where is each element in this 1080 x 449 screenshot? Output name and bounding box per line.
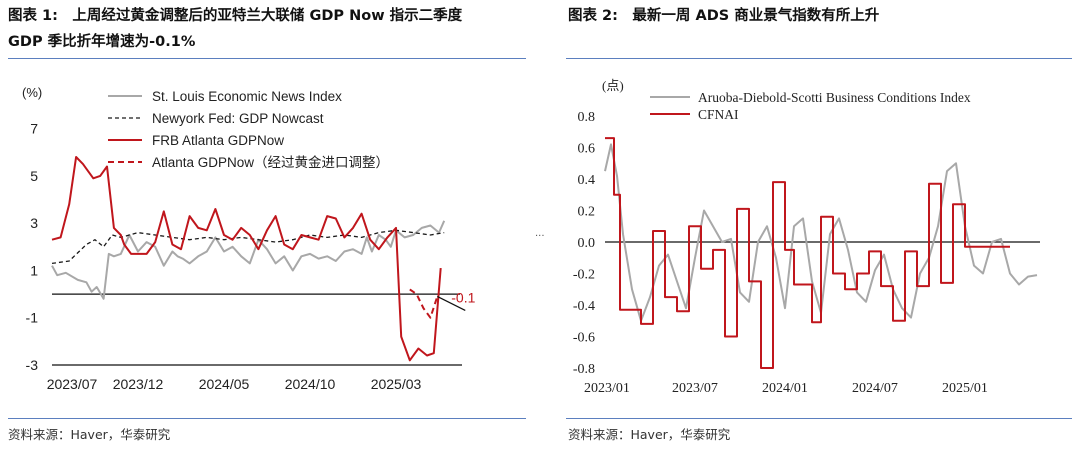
left-annotation-label: -0.1	[451, 289, 475, 305]
left-xtick-label-0: 2023/07	[47, 376, 98, 392]
right-title-rule	[566, 58, 1072, 59]
right-xtick-label-4: 2025/01	[942, 381, 988, 396]
separator-dots: ...	[535, 228, 545, 239]
left-chart: (%) 7 5 3 1 -1 -3 2023/07 2023/12 2024/05 2024/10 2…	[22, 85, 476, 392]
left-ytick-label-2: 3	[30, 215, 38, 231]
right-ytick-label-5: -0.2	[573, 268, 595, 283]
left-legend-label-2: FRB Atlanta GDPNow	[152, 133, 284, 148]
right-unit-label: (点)	[602, 78, 624, 93]
right-xtick-label-1: 2023/07	[672, 381, 718, 396]
left-annotation-pointer	[437, 295, 466, 311]
left-title-rule	[8, 58, 526, 59]
right-series-line-0	[604, 143, 1038, 322]
left-series-line-2	[51, 156, 442, 362]
left-series-line-1	[51, 229, 445, 265]
right-legend-label-1: CFNAI	[698, 107, 739, 122]
left-chart-title-line1: 图表 1: 上周经过黄金调整后的亚特兰大联储 GDP Now 指示二季度	[8, 8, 463, 24]
left-ytick-label-0: 7	[30, 121, 38, 137]
right-chart-title: 图表 2: 最新一周 ADS 商业景气指数有所上升	[568, 8, 880, 24]
left-source-rule	[8, 418, 526, 419]
right-ytick-label-4: 0.0	[578, 236, 596, 251]
right-ytick-label-0: 0.8	[578, 110, 596, 125]
left-series-line-3	[409, 288, 439, 319]
left-source: 资料来源：Haver，华泰研究	[8, 427, 171, 442]
left-xtick-label-4: 2025/03	[371, 376, 422, 392]
right-ytick-label-2: 0.4	[578, 173, 596, 188]
left-xtick-label-1: 2023/12	[113, 376, 164, 392]
right-series-line-1	[605, 137, 1010, 369]
left-chart-title-line2: GDP 季比折年增速为-0.1%	[8, 34, 196, 50]
right-ytick-label-6: -0.4	[573, 299, 595, 314]
right-ytick-label-1: 0.6	[578, 142, 596, 157]
left-legend-label-3: Atlanta GDPNow（经过黄金进口调整）	[152, 155, 389, 170]
left-ytick-label-5: -3	[26, 357, 39, 373]
left-legend-label-0: St. Louis Economic News Index	[152, 89, 342, 104]
left-xtick-label-3: 2024/10	[285, 376, 336, 392]
right-source: 资料来源：Haver，华泰研究	[568, 427, 731, 442]
right-chart: (点) 0.8 0.6 0.4 0.2 0.0 -0.2 -0.4 -0.6 -0.8 2023/0…	[573, 78, 1040, 396]
left-unit-label: (%)	[22, 85, 42, 100]
right-ytick-label-3: 0.2	[578, 205, 596, 220]
left-ytick-label-3: 1	[30, 262, 38, 278]
right-source-rule	[566, 418, 1072, 419]
right-xtick-label-2: 2024/01	[762, 381, 808, 396]
right-ytick-label-7: -0.6	[573, 331, 595, 346]
left-ytick-label-1: 5	[30, 168, 38, 184]
left-ytick-label-4: -1	[26, 310, 39, 326]
left-series-line-0	[51, 220, 446, 300]
right-xtick-label-0: 2023/01	[584, 381, 630, 396]
left-legend-label-1: Newyork Fed: GDP Nowcast	[152, 111, 324, 126]
right-xtick-label-3: 2024/07	[852, 381, 898, 396]
right-legend-label-0: Aruoba-Diebold-Scotti Business Condition…	[698, 90, 971, 105]
left-xtick-label-2: 2024/05	[199, 376, 250, 392]
right-ytick-label-8: -0.8	[573, 362, 595, 377]
